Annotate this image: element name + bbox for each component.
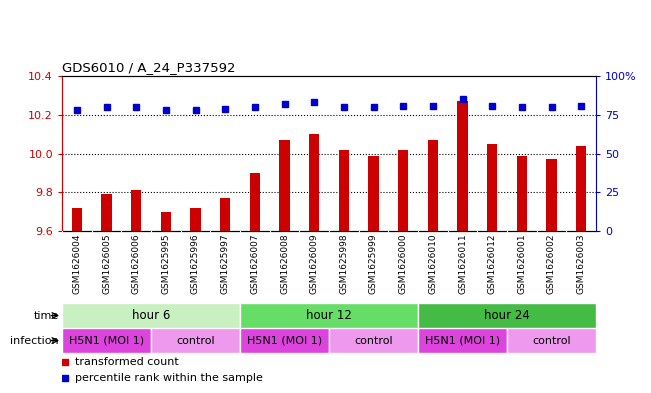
Bar (161, 212, 171, 231)
Text: infection: infection (10, 336, 59, 345)
Bar (62, 303, 240, 328)
Text: GSM1626001: GSM1626001 (518, 233, 526, 294)
Bar (428, 140, 438, 231)
Bar (279, 140, 290, 231)
Bar (249, 173, 260, 231)
Text: GSM1626003: GSM1626003 (577, 233, 586, 294)
Text: GSM1626010: GSM1626010 (428, 233, 437, 294)
Text: GSM1625995: GSM1625995 (161, 233, 171, 294)
Text: GSM1626007: GSM1626007 (251, 233, 259, 294)
Text: time: time (33, 310, 59, 321)
Bar (398, 150, 408, 231)
Text: hour 12: hour 12 (306, 309, 352, 322)
Text: percentile rank within the sample: percentile rank within the sample (76, 373, 263, 383)
Text: H5N1 (MOI 1): H5N1 (MOI 1) (425, 336, 500, 345)
Text: H5N1 (MOI 1): H5N1 (MOI 1) (247, 336, 322, 345)
Bar (546, 160, 557, 231)
Text: GSM1625999: GSM1625999 (369, 233, 378, 294)
Text: GSM1626009: GSM1626009 (310, 233, 319, 294)
Text: control: control (354, 336, 393, 345)
Bar (220, 198, 230, 231)
Bar (507, 328, 596, 353)
Bar (487, 144, 497, 231)
Text: GSM1625996: GSM1625996 (191, 233, 200, 294)
Text: control: control (176, 336, 215, 345)
Bar (151, 328, 240, 353)
Text: GDS6010 / A_24_P337592: GDS6010 / A_24_P337592 (62, 61, 236, 74)
Bar (576, 146, 587, 231)
Bar (240, 328, 329, 353)
Text: GSM1626002: GSM1626002 (547, 233, 556, 294)
Text: hour 6: hour 6 (132, 309, 170, 322)
Text: transformed count: transformed count (76, 357, 179, 367)
Text: GSM1626000: GSM1626000 (398, 233, 408, 294)
Bar (131, 190, 141, 231)
Bar (368, 156, 379, 231)
Bar (72, 208, 82, 231)
Bar (309, 134, 320, 231)
Text: H5N1 (MOI 1): H5N1 (MOI 1) (69, 336, 144, 345)
Bar (62, 328, 151, 353)
Bar (418, 303, 596, 328)
Text: GSM1625998: GSM1625998 (339, 233, 348, 294)
Bar (339, 150, 349, 231)
Bar (240, 303, 418, 328)
Text: control: control (532, 336, 571, 345)
Text: GSM1626006: GSM1626006 (132, 233, 141, 294)
Bar (457, 101, 467, 231)
Text: GSM1626005: GSM1626005 (102, 233, 111, 294)
Text: hour 24: hour 24 (484, 309, 530, 322)
Bar (517, 156, 527, 231)
Bar (329, 328, 418, 353)
Bar (102, 194, 112, 231)
Text: GSM1626008: GSM1626008 (280, 233, 289, 294)
Text: GSM1626004: GSM1626004 (72, 233, 81, 294)
Text: GSM1626012: GSM1626012 (488, 233, 497, 294)
Text: GSM1625997: GSM1625997 (221, 233, 230, 294)
Bar (190, 208, 201, 231)
Bar (418, 328, 507, 353)
Text: GSM1626011: GSM1626011 (458, 233, 467, 294)
